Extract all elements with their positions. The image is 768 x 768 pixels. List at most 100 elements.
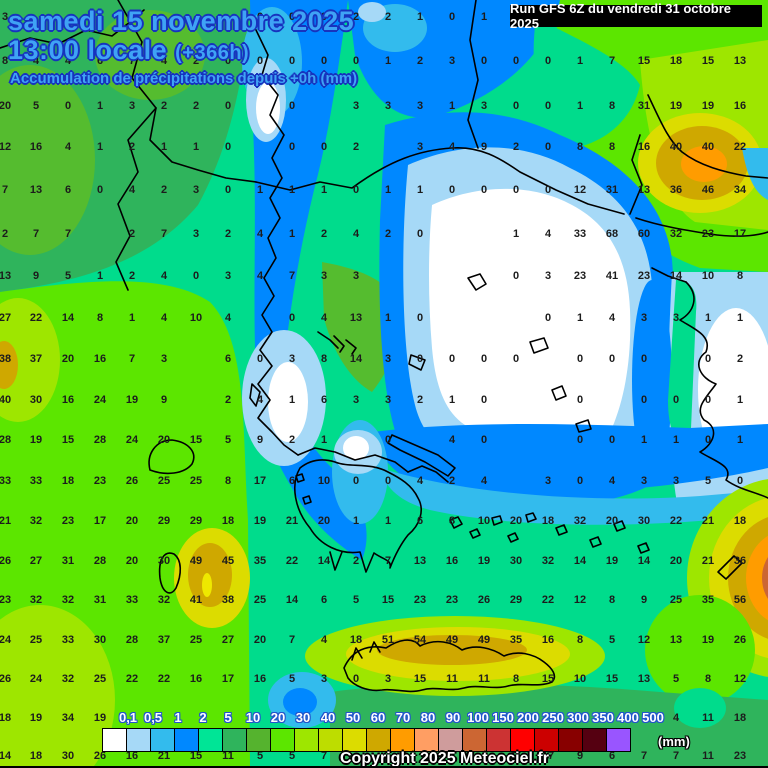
grid-value: 6 (288, 475, 296, 487)
grid-value: 3 (320, 270, 328, 282)
grid-value: 19 (701, 634, 715, 646)
grid-value: 6 (224, 353, 232, 365)
grid-value: 4 (480, 475, 488, 487)
grid-value: 19 (477, 555, 491, 567)
grid-value: 17 (733, 228, 747, 240)
grid-value: 0 (352, 55, 360, 67)
grid-value: 5 (704, 475, 712, 487)
grid-value: 31 (605, 184, 619, 196)
grid-value: 14 (573, 555, 587, 567)
grid-value: 17 (93, 515, 107, 527)
grid-value: 17 (253, 475, 267, 487)
grid-value: 1 (384, 184, 392, 196)
grid-value: 8 (608, 100, 616, 112)
grid-value: 29 (509, 594, 523, 606)
grid-value: 0 (704, 434, 712, 446)
grid-value: 4 (256, 394, 264, 406)
grid-value: 60 (637, 228, 651, 240)
grid-value: 14 (669, 270, 683, 282)
grid-value: 0 (448, 11, 456, 23)
legend-label: 0,1 (118, 710, 138, 725)
grid-value: 0 (256, 11, 264, 23)
legend-label: 50 (345, 710, 361, 725)
grid-value: 0 (512, 184, 520, 196)
grid-value: 0 (416, 312, 424, 324)
grid-value: 3 (640, 312, 648, 324)
grid-value: 5 (288, 673, 296, 685)
legend-cell (462, 728, 487, 752)
grid-value: 38 (221, 594, 235, 606)
grid-value: 2 (128, 228, 136, 240)
grid-value: 4 (416, 475, 424, 487)
grid-value: 16 (61, 394, 75, 406)
grid-value: 6 (608, 750, 616, 762)
grid-value: 3 (320, 673, 328, 685)
grid-value: 16 (541, 634, 555, 646)
grid-value: 16 (253, 673, 267, 685)
grid-value: 11 (446, 673, 458, 685)
grid-value: 0 (512, 55, 520, 67)
grid-value: 0 (224, 184, 232, 196)
grid-value: 7 (320, 750, 328, 762)
grid-value: 12 (637, 634, 651, 646)
grid-value: 3 (672, 475, 680, 487)
grid-value: 1 (736, 394, 744, 406)
grid-value: 5 (224, 434, 232, 446)
grid-value: 1 (256, 184, 264, 196)
grid-value: 18 (541, 515, 555, 527)
grid-value: 4 (128, 184, 136, 196)
legend-cell (174, 728, 199, 752)
grid-value: 1 (320, 184, 328, 196)
grid-value: 18 (0, 712, 12, 724)
grid-value: 4 (544, 228, 552, 240)
legend-cell (102, 728, 127, 752)
grid-value: 23 (93, 475, 107, 487)
grid-value: 2 (512, 141, 520, 153)
legend-label: 300 (567, 710, 589, 725)
grid-value: 7 (160, 228, 168, 240)
grid-value: 13 (0, 270, 12, 282)
grid-value: 1 (384, 515, 392, 527)
grid-value: 12 (0, 141, 12, 153)
grid-value: 1 (96, 270, 104, 282)
grid-value: 30 (61, 750, 75, 762)
grid-value: 33 (125, 594, 139, 606)
grid-value: 1 (416, 11, 424, 23)
legend-cell (342, 728, 367, 752)
grid-value: 30 (637, 515, 651, 527)
legend-cell (510, 728, 535, 752)
grid-value: 2 (224, 394, 232, 406)
grid-value: 8 (1, 55, 9, 67)
grid-value: 0 (672, 394, 680, 406)
grid-value: 5 (608, 634, 616, 646)
grid-value: 30 (93, 634, 107, 646)
grid-value: 20 (253, 634, 267, 646)
grid-value: 3 (160, 353, 168, 365)
grid-value: 6 (320, 594, 328, 606)
grid-value: 5 (352, 594, 360, 606)
grid-value: 7 (1, 184, 9, 196)
grid-value: 2 (160, 184, 168, 196)
grid-value: 22 (669, 515, 683, 527)
grid-value: 9 (480, 141, 488, 153)
grid-value: 4 (64, 55, 72, 67)
grid-value: 3 (352, 100, 360, 112)
grid-value: 0 (544, 312, 552, 324)
grid-value: 32 (29, 515, 43, 527)
grid-value: 40 (669, 141, 683, 153)
grid-value: 9 (32, 270, 40, 282)
grid-value: 1 (96, 100, 104, 112)
grid-value: 4 (448, 434, 456, 446)
coastlines-borders (0, 0, 768, 693)
grid-value: 4 (160, 270, 168, 282)
grid-value: 20 (125, 515, 139, 527)
grid-value: 0 (480, 184, 488, 196)
grid-value: 9 (160, 394, 168, 406)
grid-value: 0 (640, 394, 648, 406)
grid-value: 25 (189, 634, 203, 646)
grid-value: 8 (320, 353, 328, 365)
grid-value: 18 (29, 750, 43, 762)
grid-value: 15 (541, 673, 555, 685)
grid-value: 1 (480, 11, 488, 23)
grid-value: 20 (157, 434, 171, 446)
